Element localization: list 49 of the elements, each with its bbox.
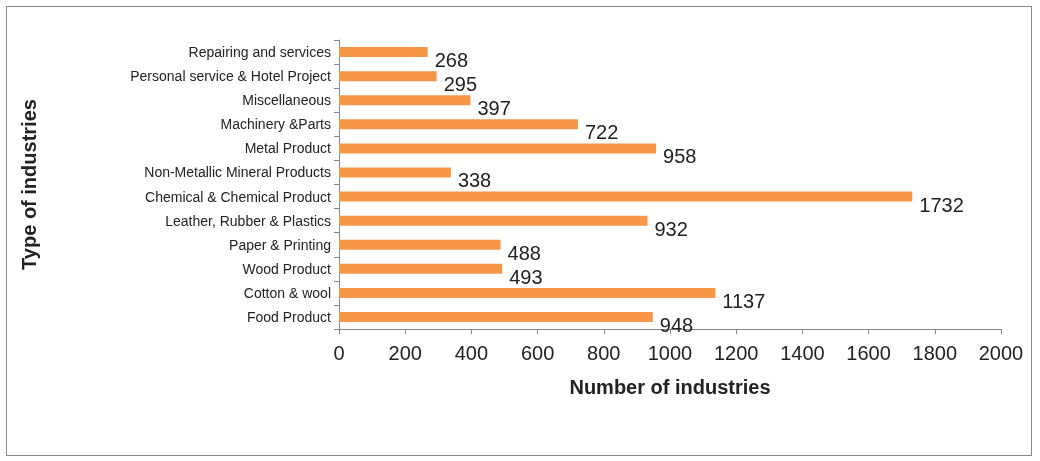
data-label: 958 bbox=[663, 145, 697, 168]
data-label: 268 bbox=[434, 49, 469, 72]
bar bbox=[339, 311, 653, 322]
x-tick-label: 1000 bbox=[647, 342, 693, 364]
data-label: 1732 bbox=[919, 193, 964, 216]
x-tick-label: 800 bbox=[587, 342, 621, 364]
data-label: 338 bbox=[457, 169, 492, 192]
data-label: 1137 bbox=[722, 289, 766, 312]
bar bbox=[339, 71, 437, 82]
data-label: 722 bbox=[584, 121, 619, 144]
data-label: 932 bbox=[654, 217, 688, 240]
x-axis-title: Number of industries bbox=[569, 376, 771, 398]
y-tick-label: Miscellaneous bbox=[242, 92, 331, 109]
bar bbox=[339, 215, 648, 226]
bar bbox=[339, 287, 716, 298]
bar bbox=[339, 143, 657, 154]
bar bbox=[339, 239, 501, 250]
y-tick-label: Food Product bbox=[246, 308, 332, 325]
data-label: 948 bbox=[659, 313, 694, 336]
bar bbox=[339, 95, 471, 106]
y-axis-title: Type of industries bbox=[18, 99, 40, 270]
x-tick-label: 1600 bbox=[846, 342, 891, 364]
y-tick-label: Cotton & wool bbox=[243, 284, 331, 301]
data-label: 295 bbox=[443, 73, 478, 96]
data-label: 397 bbox=[477, 97, 511, 120]
data-label: 493 bbox=[509, 265, 543, 288]
x-tick-label: 1200 bbox=[713, 342, 759, 364]
x-tick-label: 1400 bbox=[780, 342, 825, 364]
y-tick-label: Paper & Printing bbox=[229, 236, 331, 253]
y-tick-label: Leather, Rubber & Plastics bbox=[165, 212, 331, 229]
x-tick-label: 0 bbox=[333, 342, 345, 364]
y-tick-label: Wood Product bbox=[242, 260, 332, 277]
x-tick-label: 2000 bbox=[978, 342, 1024, 364]
bar bbox=[339, 47, 428, 58]
bar bbox=[339, 263, 503, 274]
x-tick-label: 400 bbox=[454, 342, 489, 364]
y-tick-label: Metal Product bbox=[244, 140, 332, 157]
x-tick-label: 1800 bbox=[912, 342, 958, 364]
bar bbox=[339, 167, 451, 178]
y-tick-label: Machinery &Parts bbox=[220, 116, 331, 133]
x-tick-label: 200 bbox=[388, 342, 422, 364]
bar bbox=[339, 119, 578, 130]
bar bbox=[339, 191, 913, 202]
x-tick-label: 600 bbox=[520, 342, 555, 364]
y-tick-label: Chemical & Chemical Product bbox=[145, 188, 332, 205]
y-tick-label: Repairing and services bbox=[188, 44, 331, 61]
data-label: 488 bbox=[507, 241, 541, 264]
y-tick-label: Non-Metallic Mineral Products bbox=[144, 164, 331, 181]
y-tick-label: Personal service & Hotel Project bbox=[130, 68, 332, 85]
